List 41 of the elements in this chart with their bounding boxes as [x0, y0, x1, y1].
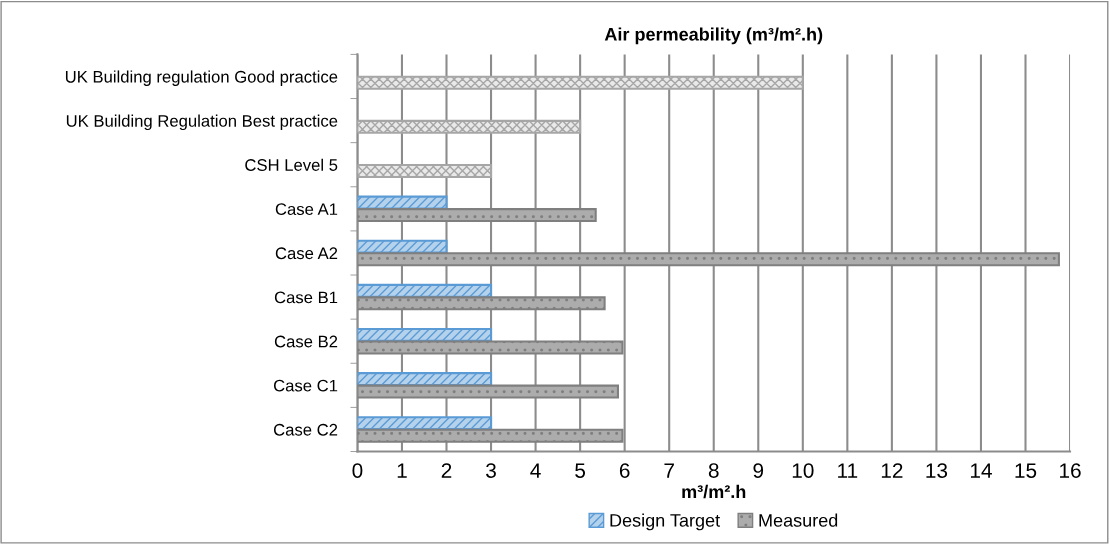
y-tick-label: CSH Level 5 [245, 158, 338, 171]
legend-label: Measured [759, 513, 838, 527]
legend-label: Design Target [610, 513, 720, 531]
y-tick-label: Case A1 [275, 203, 338, 216]
x-tick-label: 10 [792, 463, 814, 478]
bar [357, 416, 493, 431]
x-tick-label: 4 [530, 463, 541, 478]
bar [357, 252, 1060, 267]
y-tick-label: Case B2 [274, 335, 338, 348]
bar [357, 428, 624, 443]
bar [357, 340, 624, 355]
chart-title: Air permeability (m³/m².h) [604, 27, 823, 45]
x-tick-label: 16 [1060, 463, 1081, 478]
y-tick-label: Case B1 [274, 291, 338, 304]
x-tick-label: 14 [970, 463, 992, 478]
x-tick-label: 8 [708, 463, 719, 478]
x-tick-label: 12 [881, 463, 903, 478]
x-tick-label: 7 [664, 463, 674, 478]
bar [357, 75, 804, 90]
y-tick-label: Case C1 [273, 379, 338, 392]
bar [357, 372, 493, 387]
x-tick-label: 3 [486, 463, 496, 478]
bar [357, 296, 606, 311]
x-tick-label: 13 [926, 463, 948, 478]
x-tick-label: 11 [838, 463, 858, 478]
bar [357, 384, 620, 399]
x-tick-label: 0 [352, 463, 363, 478]
bar [357, 119, 582, 134]
x-tick-label: 2 [441, 463, 452, 478]
x-tick-label: 6 [619, 463, 630, 478]
x-tick-label: 1 [397, 463, 407, 478]
x-tick-label: 15 [1015, 463, 1037, 478]
x-tick-label: 9 [753, 463, 764, 478]
y-tick-label: UK Building Regulation Best practice [66, 114, 338, 131]
y-tick-label: Case C2 [273, 423, 338, 436]
x-axis-title: m³/m².h [682, 484, 746, 499]
y-tick-label: Case A2 [275, 247, 338, 260]
y-tick-label: UK Building regulation Good practice [65, 70, 338, 86]
bar [357, 163, 493, 178]
bar [357, 208, 597, 223]
x-tick-label: 5 [575, 463, 586, 478]
